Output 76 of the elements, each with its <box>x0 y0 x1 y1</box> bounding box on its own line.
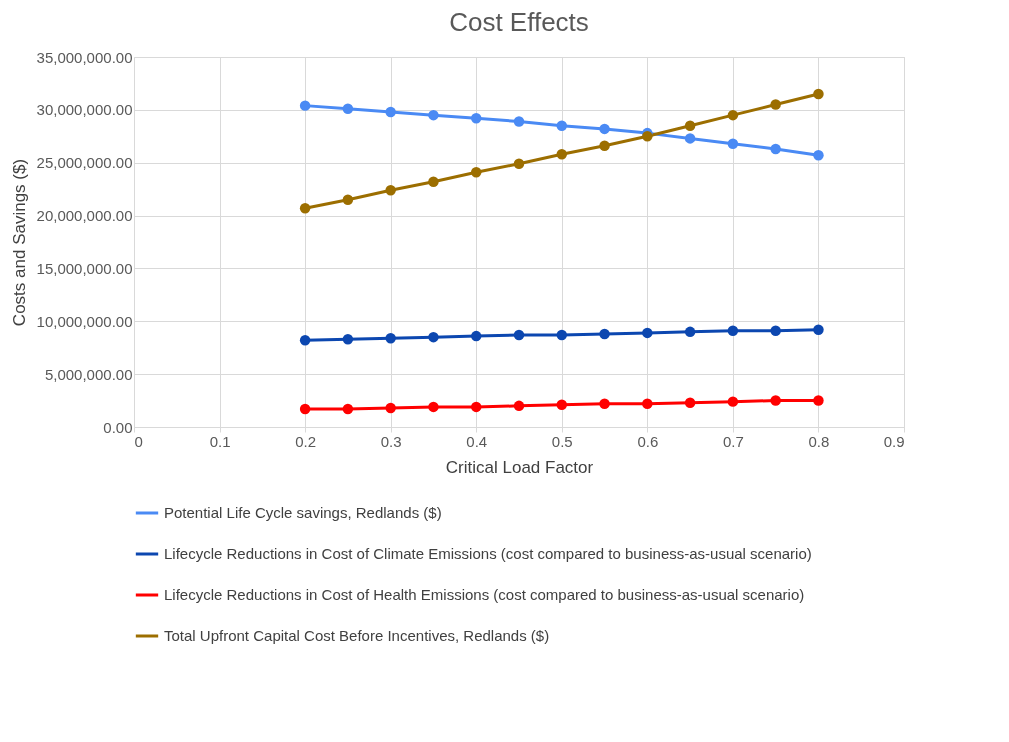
point <box>642 398 653 409</box>
point <box>770 395 781 406</box>
y-tick-label: 20,000,000.00 <box>36 207 133 225</box>
point <box>556 329 568 341</box>
y-tick-label: 10,000,000.00 <box>36 312 133 330</box>
point <box>599 123 610 135</box>
y-tick-label: 35,000,000.00 <box>36 48 133 66</box>
point <box>727 396 739 407</box>
point <box>513 158 525 170</box>
point <box>684 133 696 144</box>
point <box>813 395 824 406</box>
point <box>299 202 311 214</box>
point <box>813 324 824 335</box>
point <box>428 109 439 121</box>
x-tick-label: 0.8 <box>808 432 830 450</box>
legend-label: Lifecycle Reductions in Cost of Climate Emissions (cost compared to business-as-usual scenario) <box>164 545 812 562</box>
point <box>470 330 482 342</box>
legend-label: Potential Life Cycle savings, Redlands ($) <box>164 504 442 521</box>
x-tick-label: 0.7 <box>722 432 744 450</box>
x-tick-label: 0.3 <box>380 432 402 450</box>
x-tick-label: 0.6 <box>637 432 659 450</box>
point <box>428 331 439 343</box>
point <box>770 325 781 337</box>
point <box>727 109 739 121</box>
point <box>342 334 354 345</box>
point <box>727 138 739 149</box>
point <box>684 326 696 338</box>
y-tick-label: 30,000,000.00 <box>36 101 133 119</box>
point <box>727 325 739 337</box>
point <box>428 176 439 187</box>
point <box>556 399 568 411</box>
point <box>385 402 396 414</box>
y-tick-label: 0.00 <box>103 418 133 436</box>
x-tick-label: 0.4 <box>466 432 488 450</box>
y-tick-label: 5,000,000.00 <box>44 365 133 383</box>
x-axis-title: Critical Load Factor <box>445 457 594 477</box>
chart-title: Cost Effects <box>449 7 589 37</box>
point <box>385 106 396 118</box>
point <box>385 184 396 196</box>
point <box>470 401 482 413</box>
x-tick-label: 0.2 <box>295 432 317 450</box>
point <box>513 116 525 127</box>
point <box>642 131 653 142</box>
point <box>813 150 824 161</box>
point <box>299 403 311 415</box>
legend-label: Total Upfront Capital Cost Before Incentives, Redlands ($) <box>164 627 550 644</box>
point <box>342 194 354 205</box>
point <box>684 397 696 408</box>
point <box>513 400 525 412</box>
point <box>642 327 653 339</box>
x-tick-label: 0 <box>134 432 143 450</box>
point <box>556 149 568 160</box>
point <box>813 88 824 100</box>
point <box>299 335 311 346</box>
point <box>513 329 525 341</box>
point <box>599 328 610 340</box>
point <box>428 401 439 413</box>
point <box>342 403 354 415</box>
y-axis-title: Costs and Savings ($) <box>9 158 29 327</box>
point <box>299 100 311 111</box>
point <box>342 103 354 115</box>
y-tick-label: 15,000,000.00 <box>36 259 133 277</box>
x-tick-label: 0.5 <box>551 432 573 450</box>
x-tick-label: 0.9 <box>883 432 905 450</box>
point <box>470 166 482 178</box>
point <box>385 332 396 344</box>
point <box>770 143 781 155</box>
point <box>599 140 610 152</box>
point <box>770 99 781 110</box>
point <box>599 398 610 409</box>
legend-label: Lifecycle Reductions in Cost of Health Emissions (cost compared to business-as-usual scenario) <box>164 586 805 603</box>
x-tick-label: 0.1 <box>209 432 231 450</box>
point <box>684 120 696 131</box>
y-tick-label: 25,000,000.00 <box>36 154 133 172</box>
point <box>556 120 568 131</box>
point <box>470 113 482 124</box>
